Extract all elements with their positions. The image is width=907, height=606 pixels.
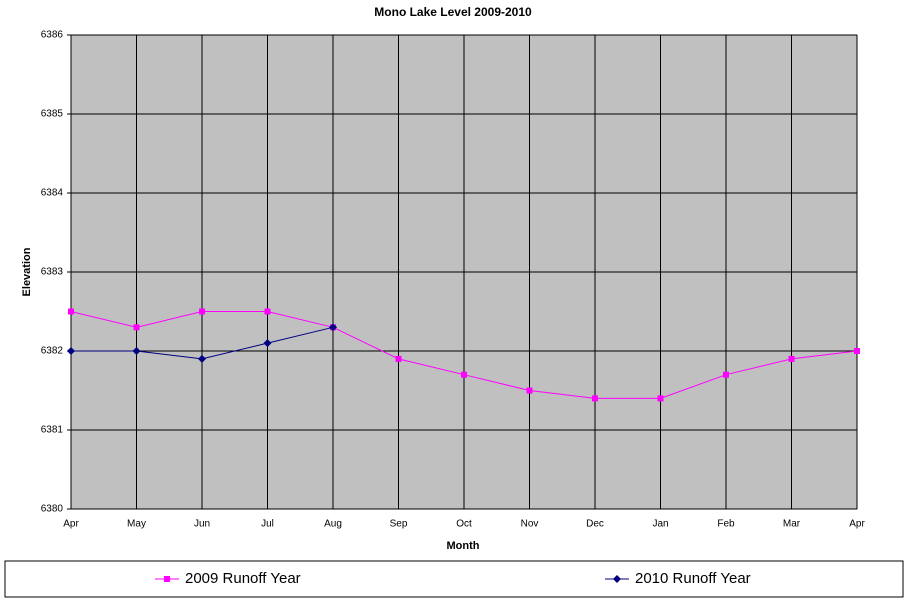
x-tick-label: Feb: [717, 519, 735, 530]
chart-title: Mono Lake Level 2009-2010: [374, 5, 532, 19]
data-point: [198, 354, 206, 363]
data-point: [395, 355, 402, 362]
data-point: [592, 395, 598, 402]
data-point: [657, 395, 664, 402]
y-tick-label: 6380: [41, 504, 64, 515]
y-tick-label: 6381: [41, 425, 64, 436]
x-tick-label: Jul: [261, 519, 274, 530]
data-point: [133, 324, 140, 331]
y-axis-label: Elevation: [21, 247, 33, 296]
x-tick-label: Apr: [63, 519, 79, 530]
x-tick-label: Apr: [849, 519, 865, 530]
y-tick-label: 6386: [41, 30, 64, 41]
x-axis-label: Month: [447, 540, 480, 552]
y-tick-label: 6383: [41, 267, 64, 278]
data-point: [854, 348, 860, 354]
data-point: [264, 308, 271, 315]
data-point: [132, 347, 141, 355]
y-tick-label: 6385: [41, 109, 64, 120]
data-point: [67, 347, 75, 355]
data-point: [199, 308, 205, 315]
x-tick-label: Jun: [194, 519, 210, 530]
legend-box: [4, 560, 904, 598]
data-point: [68, 308, 74, 315]
data-point: [723, 371, 729, 378]
y-tick-label: 6384: [41, 188, 64, 199]
legend-marker: [613, 575, 621, 583]
data-point: [329, 323, 337, 332]
data-point: [788, 355, 795, 362]
legend-marker: [164, 576, 170, 582]
x-tick-label: May: [127, 519, 146, 530]
x-tick-label: Oct: [456, 519, 472, 530]
x-tick-label: Sep: [390, 519, 408, 530]
data-point: [461, 371, 467, 378]
x-tick-label: Jan: [652, 519, 668, 530]
legend-label: 2009 Runoff Year: [185, 570, 301, 587]
x-tick-label: Mar: [783, 519, 801, 530]
x-tick-label: Aug: [324, 519, 342, 530]
x-tick-label: Nov: [521, 519, 539, 530]
y-tick-label: 6382: [41, 346, 64, 357]
data-point: [263, 339, 272, 348]
legend-label: 2010 Runoff Year: [635, 570, 751, 587]
x-tick-label: Dec: [586, 519, 604, 530]
data-point: [526, 387, 533, 394]
